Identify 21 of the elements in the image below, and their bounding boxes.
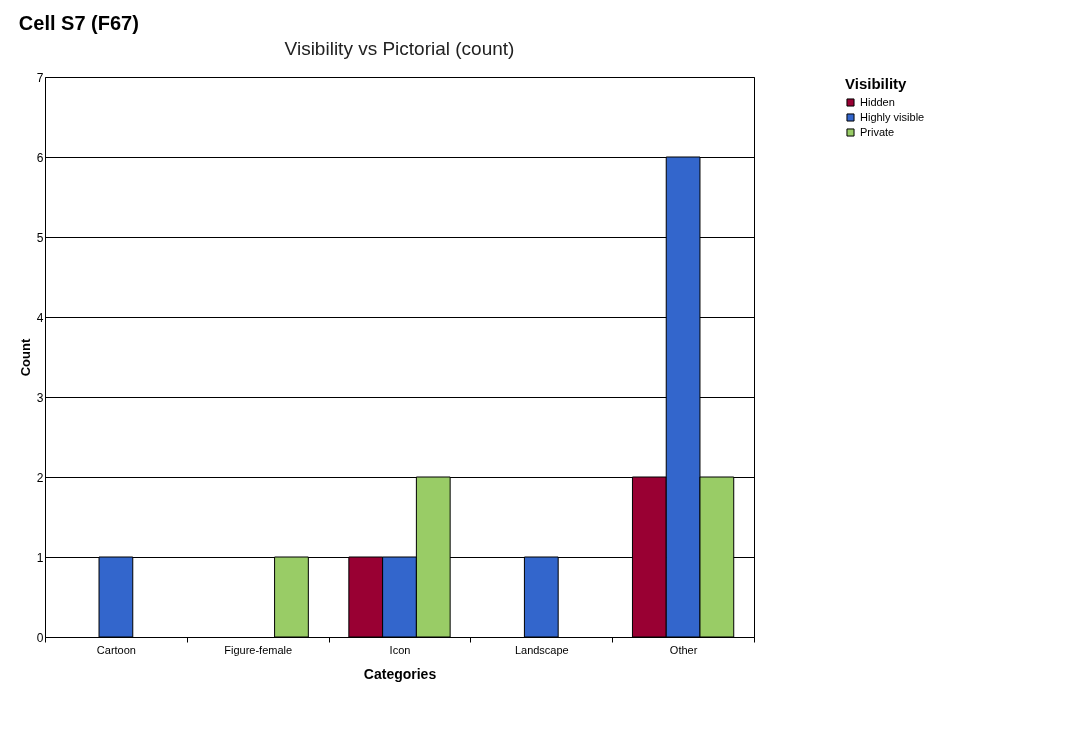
y-tick-label: 2	[36, 470, 44, 485]
x-tick-label: Figure-female	[224, 643, 293, 656]
x-tick-label: Icon	[389, 643, 411, 656]
legend-title: Visibility	[845, 75, 908, 92]
x-tick-label: Landscape	[514, 643, 569, 656]
y-axis-title: Count	[17, 338, 33, 377]
y-tick-label: 1	[36, 550, 44, 565]
x-tick-label: Other	[669, 643, 698, 656]
legend-label: Highly visible	[860, 110, 925, 123]
chart-title: Cell S7 (F67)	[18, 11, 139, 34]
y-tick-label: 6	[36, 150, 44, 165]
y-tick-label: 4	[36, 310, 44, 325]
y-tick-label: 7	[36, 70, 44, 85]
x-tick-label: Cartoon	[96, 643, 136, 656]
x-axis-title: Categories	[363, 665, 437, 682]
y-tick-label: 3	[36, 390, 44, 405]
legend-label: Hidden	[860, 95, 895, 108]
y-tick-label: 0	[36, 630, 44, 645]
y-tick-label: 5	[36, 230, 44, 245]
legend-label: Private	[860, 125, 895, 138]
chart-subtitle: Visibility vs Pictorial (count)	[284, 38, 515, 59]
